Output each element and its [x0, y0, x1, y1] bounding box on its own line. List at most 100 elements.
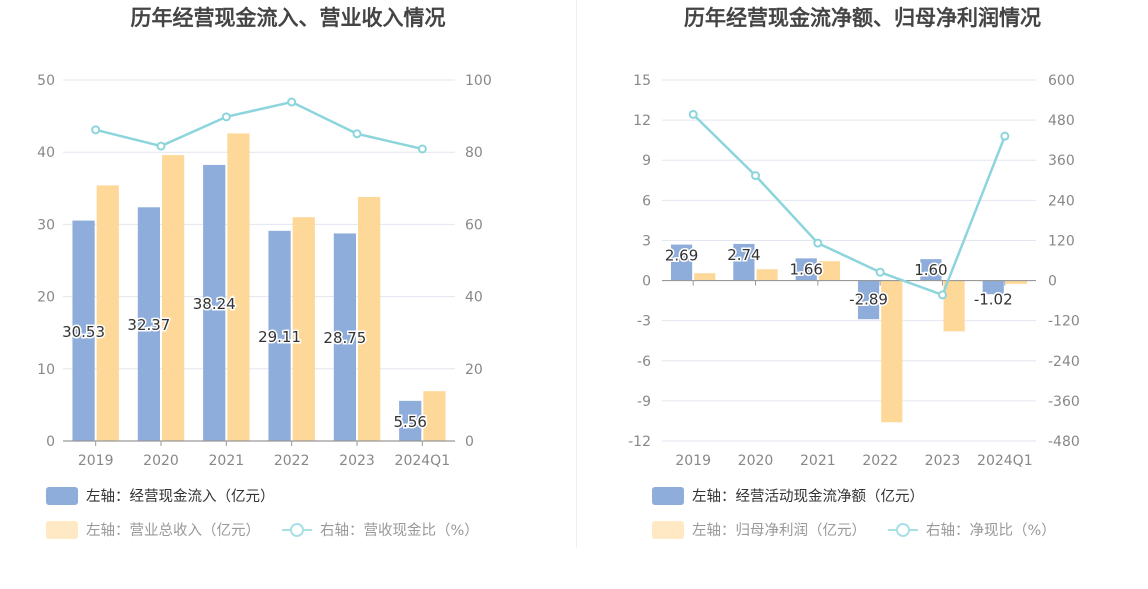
bar-profit — [756, 269, 778, 281]
legend-swatch — [652, 486, 684, 505]
bar-profit — [943, 280, 965, 332]
data-label: 2.69 — [665, 247, 698, 265]
data-label: -2.89 — [849, 291, 888, 309]
bar-cash — [203, 164, 226, 441]
y-left-tick-label: 50 — [37, 73, 55, 89]
y-right-tick-label: 0 — [465, 434, 474, 450]
bar-cash — [795, 258, 817, 281]
legend-label: 左轴：经营活动现金流净额（亿元） — [692, 489, 924, 505]
y-right-tick-label: 120 — [1048, 233, 1075, 249]
y-left-tick-label: 0 — [642, 274, 651, 290]
y-right-tick-label: 100 — [465, 73, 492, 89]
ratio-line — [95, 100, 423, 151]
y-left-tick-label: 6 — [642, 193, 651, 209]
y-left-tick-label: -9 — [637, 394, 651, 410]
legend-item-net-profit[interactable]: 左轴：归母净利润（亿元） — [652, 519, 866, 540]
chart-panel-left: 历年经营现金流入、营业收入情况 0 10 20 30 40 50 0 20 40 60 80 100 2… — [37, 6, 492, 540]
legend-item-net-cash-flow[interactable]: 左轴：经营活动现金流净额（亿元） — [652, 485, 924, 506]
data-label: 30.53 — [62, 323, 105, 341]
y-right-tick-label: -120 — [1048, 314, 1080, 330]
bar-profit — [227, 133, 250, 442]
chart-plot-cash-inflow: 0 10 20 30 40 50 0 20 40 60 80 100 2019 2020 2021 2022 2… — [37, 73, 492, 469]
data-label: -1.02 — [974, 291, 1013, 309]
ratio-point — [875, 267, 885, 277]
ratio-point — [751, 171, 760, 181]
bar-profit — [423, 391, 446, 441]
x-tick-label: 2023 — [339, 453, 375, 469]
bar-cash — [72, 220, 95, 441]
chart-panel-right: 历年经营现金流净额、归母净利润情况 -12 -9 -6 -3 0 3 6 9 12 15 -480 -… — [577, 0, 1148, 589]
chart-title: 历年经营现金流净额、归母净利润情况 — [684, 6, 1041, 30]
data-label: 32.37 — [127, 316, 170, 334]
ratio-point — [417, 144, 427, 154]
y-left-tick-label: 12 — [633, 113, 651, 129]
y-left-tick-label: 30 — [37, 217, 55, 233]
x-tick-label: 2021 — [800, 453, 836, 469]
ratio-point — [287, 97, 297, 107]
legend-row: 左轴：归母净利润（亿元） 右轴：净现比（%） — [652, 519, 1056, 540]
x-tick-label: 2019 — [78, 453, 114, 469]
x-tick-label: 2024Q1 — [977, 453, 1033, 469]
bar-profit — [292, 217, 315, 441]
data-label: 1.60 — [914, 261, 947, 279]
bar-cash — [670, 244, 693, 281]
x-tick-label: 2024Q1 — [395, 453, 451, 469]
x-tick-label: 2020 — [738, 453, 774, 469]
ratio-point — [813, 238, 823, 248]
y-left-tick-label: -6 — [637, 354, 651, 370]
legend-label: 左轴：归母净利润（亿元） — [692, 523, 866, 539]
x-tick-label: 2020 — [143, 453, 179, 469]
chart-plot-net-cash: -12 -9 -6 -3 0 3 6 9 12 15 -480 -360 -240 -120 0 120 240… — [628, 73, 1080, 469]
y-left-tick-label: 0 — [46, 434, 55, 450]
ratio-point — [352, 129, 362, 139]
bar-cash — [857, 280, 880, 320]
bar-cash — [268, 230, 291, 441]
y-left-tick-label: -3 — [637, 314, 651, 330]
y-right-tick-label: 480 — [1048, 113, 1075, 129]
x-tick-label: 2022 — [274, 453, 310, 469]
bar-profit — [1005, 280, 1028, 284]
legend-item-cash-inflow[interactable]: 左轴：经营现金流入（亿元） — [46, 485, 275, 506]
ratio-point — [221, 112, 231, 122]
y-right-tick-label: 600 — [1048, 73, 1075, 89]
ratio-line — [692, 113, 1006, 297]
y-right-tick-label: 20 — [465, 362, 483, 378]
y-right-tick-label: -240 — [1048, 354, 1080, 370]
bar-profit — [818, 261, 841, 281]
y-left-tick-label: -12 — [628, 434, 651, 450]
bar-cash — [137, 207, 160, 441]
y-right-tick-label: 60 — [465, 217, 483, 233]
legend-label: 右轴：营收现金比（%） — [320, 523, 479, 539]
legend-label: 左轴：经营现金流入（亿元） — [86, 489, 275, 505]
ratio-point — [91, 125, 101, 135]
data-label: 1.66 — [790, 260, 823, 278]
legend-row: 左轴：营业总收入（亿元） 右轴：营收现金比（%） — [46, 519, 479, 540]
legend-swatch — [46, 520, 78, 539]
bar-profit — [96, 185, 119, 441]
bar-cash — [982, 280, 1004, 295]
data-label: 29.11 — [258, 328, 301, 346]
legend-item-revenue[interactable]: 左轴：营业总收入（亿元） — [46, 519, 260, 540]
y-right-tick-label: -480 — [1048, 434, 1080, 450]
legend-label: 右轴：净现比（%） — [926, 523, 1056, 539]
data-label: 28.75 — [323, 329, 366, 347]
y-left-tick-label: 10 — [37, 362, 55, 378]
y-right-tick-label: 80 — [465, 145, 483, 161]
bar-profit — [162, 155, 185, 441]
ratio-point — [688, 109, 698, 119]
data-label: 38.24 — [193, 295, 236, 313]
x-tick-label: 2021 — [209, 453, 245, 469]
y-left-tick-label: 3 — [642, 233, 651, 249]
legend-item-net-cash-ratio[interactable]: 右轴：净现比（%） — [888, 519, 1056, 540]
y-right-tick-label: 0 — [1048, 274, 1057, 290]
legend-label: 左轴：营业总收入（亿元） — [86, 523, 260, 539]
y-left-tick-label: 9 — [642, 153, 651, 169]
legend-item-cash-revenue-ratio[interactable]: 右轴：营收现金比（%） — [282, 519, 479, 540]
y-left-tick-label: 15 — [633, 73, 651, 89]
chart-title: 历年经营现金流入、营业收入情况 — [130, 6, 446, 30]
y-right-tick-label: 360 — [1048, 153, 1075, 169]
y-left-tick-label: 20 — [37, 290, 55, 306]
ratio-point — [938, 290, 947, 300]
data-label: 2.74 — [727, 246, 760, 264]
data-label: 5.56 — [394, 413, 427, 431]
